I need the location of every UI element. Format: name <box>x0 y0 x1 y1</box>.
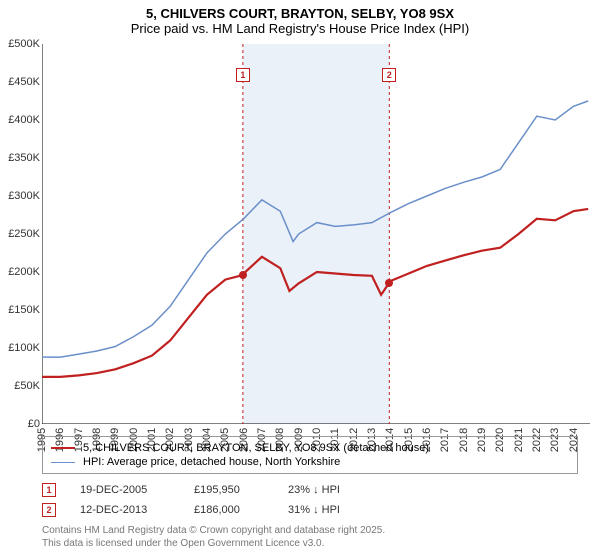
y-tick-label: £250K <box>0 228 40 240</box>
y-tick-label: £350K <box>0 152 40 164</box>
legend-swatch <box>51 447 75 449</box>
legend-label: 5, CHILVERS COURT, BRAYTON, SELBY, YO8 9… <box>83 442 429 454</box>
footer-block: 5, CHILVERS COURT, BRAYTON, SELBY, YO8 9… <box>42 436 578 550</box>
plot-region: £0£50K£100K£150K£200K£250K£300K£350K£400… <box>42 44 590 424</box>
series-line <box>42 101 588 357</box>
title-line1: 5, CHILVERS COURT, BRAYTON, SELBY, YO8 9… <box>0 6 600 21</box>
y-tick-label: £100K <box>0 342 40 354</box>
y-tick-label: £300K <box>0 190 40 202</box>
y-tick-label: £0 <box>0 418 40 430</box>
y-tick-label: £500K <box>0 38 40 50</box>
legend-label: HPI: Average price, detached house, Nort… <box>83 456 340 468</box>
event-marker-box: 2 <box>382 68 396 82</box>
event-date: 19-DEC-2005 <box>80 484 170 496</box>
legend-row: HPI: Average price, detached house, Nort… <box>51 455 569 469</box>
event-delta: 23% ↓ HPI <box>288 484 388 496</box>
chart-container: 5, CHILVERS COURT, BRAYTON, SELBY, YO8 9… <box>0 0 600 560</box>
event-id-box: 2 <box>42 503 56 517</box>
legend-row: 5, CHILVERS COURT, BRAYTON, SELBY, YO8 9… <box>51 441 569 455</box>
event-marker-dot <box>385 279 393 287</box>
event-row: 2 12-DEC-2013 £186,000 31% ↓ HPI <box>42 500 578 520</box>
event-marker-box: 1 <box>236 68 250 82</box>
title-line2: Price paid vs. HM Land Registry's House … <box>0 21 600 36</box>
event-date: 12-DEC-2013 <box>80 504 170 516</box>
event-price: £186,000 <box>194 504 264 516</box>
y-tick-label: £50K <box>0 380 40 392</box>
chart-svg <box>42 44 590 424</box>
event-delta: 31% ↓ HPI <box>288 504 388 516</box>
attribution: Contains HM Land Registry data © Crown c… <box>42 524 578 550</box>
series-line <box>42 209 588 377</box>
y-tick-label: £200K <box>0 266 40 278</box>
attribution-line2: This data is licensed under the Open Gov… <box>42 537 578 550</box>
event-row: 1 19-DEC-2005 £195,950 23% ↓ HPI <box>42 480 578 500</box>
legend-swatch <box>51 462 75 463</box>
event-price: £195,950 <box>194 484 264 496</box>
event-marker-dot <box>239 271 247 279</box>
event-id-box: 1 <box>42 483 56 497</box>
legend: 5, CHILVERS COURT, BRAYTON, SELBY, YO8 9… <box>42 436 578 474</box>
y-tick-label: £400K <box>0 114 40 126</box>
attribution-line1: Contains HM Land Registry data © Crown c… <box>42 524 578 537</box>
y-tick-label: £150K <box>0 304 40 316</box>
title-block: 5, CHILVERS COURT, BRAYTON, SELBY, YO8 9… <box>0 0 600 38</box>
chart-area: £0£50K£100K£150K£200K£250K£300K£350K£400… <box>42 44 590 424</box>
event-table: 1 19-DEC-2005 £195,950 23% ↓ HPI 2 12-DEC-201… <box>42 480 578 520</box>
y-tick-label: £450K <box>0 76 40 88</box>
